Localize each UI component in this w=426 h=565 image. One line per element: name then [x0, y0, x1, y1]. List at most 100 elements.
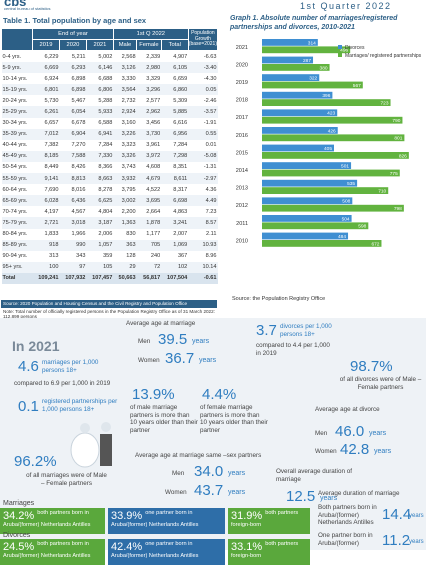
- table-cell: 1,833: [44, 231, 59, 238]
- table-cell: 6,659: [173, 75, 188, 82]
- bar: [262, 56, 314, 64]
- wedding-illustration: [70, 422, 112, 468]
- stat-unit: years: [409, 539, 424, 545]
- table-row: 80-84 yrs. 1,833 1,966 2,006 830 1,177 2,007 2.…: [2, 229, 218, 240]
- table-cell: 3,296: [136, 84, 162, 96]
- year-header: 2021: [85, 39, 114, 51]
- bar: [262, 162, 352, 169]
- table-cell: 10.93: [188, 239, 218, 251]
- row-label: 5-9 yrs.: [1, 62, 33, 74]
- stat-value: 34.0: [194, 463, 224, 480]
- table-cell: 313: [49, 253, 59, 260]
- table-row: 20-24 yrs. 5,730 5,467 5,288 2,732 2,577 5,309…: [2, 95, 218, 106]
- table-cell: 8,663: [86, 173, 114, 185]
- table-cell: 5,467: [71, 97, 86, 104]
- row-label: 60-64 yrs.: [2, 186, 28, 193]
- year-label: 2021: [236, 45, 248, 51]
- bar-label: 396: [322, 93, 330, 99]
- infographic: In 2021 Average age at marriage Men 39.5…: [0, 318, 426, 565]
- bar: [262, 204, 404, 212]
- table-cell: 100: [32, 261, 60, 273]
- table-cell: 2,007: [173, 231, 188, 238]
- table-cell: 6,625: [86, 195, 114, 207]
- table-row: 5-9 yrs. 6,669 6,293 6,146 3,126 2,980 6,105 -3…: [1, 62, 218, 74]
- share-value: 34.2%: [3, 510, 35, 522]
- table-cell: 7,270: [71, 142, 86, 149]
- stat-label: Women: [165, 489, 187, 496]
- table-cell: 8,278: [98, 186, 113, 193]
- legend-swatch: [338, 45, 342, 49]
- table-cell: 5,885: [161, 106, 189, 118]
- table-cell: 3,330: [121, 75, 136, 82]
- bar-label: 723: [381, 101, 389, 107]
- sex-header: Female: [136, 39, 162, 51]
- table-cell: 0.55: [188, 128, 218, 140]
- table-cell: 6,904: [59, 128, 87, 140]
- bar: [262, 232, 349, 240]
- table-cell: 0.05: [188, 84, 218, 96]
- graph-source: Source: the Population Registry Office: [232, 296, 326, 302]
- table-cell: 7,330: [86, 150, 114, 162]
- table-cell: 8,016: [71, 186, 86, 193]
- row-label: 80-84 yrs.: [2, 231, 28, 238]
- bar-label: 380: [320, 65, 328, 71]
- table-cell: 2,664: [146, 208, 161, 215]
- row-label: 85-89 yrs.: [1, 239, 33, 251]
- share-box: 34.2% both partners born in Aruba/(former…: [0, 508, 105, 534]
- bar-label: 672: [371, 241, 379, 247]
- table-cell: 6,146: [86, 62, 114, 74]
- stat-value: 98.7%: [350, 358, 393, 375]
- table-cell: -6.63: [203, 53, 217, 60]
- table-cell: 6,801: [32, 84, 60, 96]
- table-cell: 8,317: [173, 186, 188, 193]
- table-cell: 128: [126, 253, 136, 260]
- group-header: 1st Q 2022: [112, 28, 189, 40]
- table-cell: 102: [161, 261, 189, 273]
- table-cell: 6,261: [32, 106, 60, 118]
- row-label: 55-59 yrs.: [1, 173, 33, 185]
- sex-header: Total: [160, 39, 189, 51]
- section-label: Marriages: [3, 500, 35, 507]
- bar-label: 496: [340, 48, 348, 54]
- stat-unit: years: [374, 448, 392, 455]
- table-cell: 0.01: [205, 142, 217, 149]
- table-cell: 3,326: [113, 150, 137, 162]
- row-label: 95+ yrs.: [1, 261, 33, 273]
- table-cell: -3.40: [188, 62, 218, 74]
- table-row: 60-64 yrs. 7,690 8,016 8,278 3,795 4,522 8,317…: [2, 184, 218, 195]
- year-label: 2015: [236, 150, 248, 156]
- bar: [262, 179, 358, 187]
- bar-label: 501: [341, 164, 349, 170]
- table-cell: 8,351: [173, 164, 188, 171]
- table-cell: 4,197: [44, 208, 59, 215]
- table-cell: 3,329: [146, 75, 161, 82]
- bar-label: 710: [378, 189, 386, 195]
- stat-value: 42.8: [340, 441, 370, 458]
- share-value: 42.4%: [111, 541, 143, 553]
- stat-title: Average age at marriage: [126, 320, 196, 327]
- table-cell: 6,229: [44, 53, 59, 60]
- stat-value: 12.5: [286, 488, 316, 505]
- in-year: In 2021: [12, 338, 60, 354]
- table-cell: 5,730: [44, 97, 59, 104]
- bar-label: 826: [399, 153, 407, 159]
- table-cell: 6,924: [44, 75, 59, 82]
- graph: 2021 314 496 2020 287 380 2019 322 567 2018 396 723…: [236, 39, 422, 247]
- table-cell: 830: [126, 231, 136, 238]
- bar: [262, 46, 351, 54]
- year-label: 2011: [236, 221, 248, 227]
- share-box: 33.9% one partner born in Aruba/(former) …: [108, 508, 225, 534]
- table-cell: 1,057: [86, 239, 114, 251]
- table-row: 65-69 yrs. 6,028 6,436 6,625 3,002 3,695 6,698…: [1, 195, 218, 207]
- table-cell: 2,577: [146, 97, 161, 104]
- logo-sub: central bureau of statistics: [4, 6, 51, 11]
- table-row: 90-94 yrs. 313 343 359 128 240 367 8.96: [2, 251, 218, 262]
- table-cell: 3,795: [121, 186, 136, 193]
- year-label: 2020: [236, 62, 248, 68]
- stat-compare: compared to 4.4 per 1,000 in 2019: [256, 342, 330, 357]
- stat-text: divorces per 1,000 persons 18+: [280, 323, 332, 338]
- share-text: one partner born in Aruba/(former) Nethe…: [111, 510, 199, 528]
- table-cell: 2,568: [121, 53, 136, 60]
- stat-text: of all divorces were of Male – Female pa…: [339, 376, 422, 391]
- stat-title: Average duration of marriage: [318, 490, 400, 497]
